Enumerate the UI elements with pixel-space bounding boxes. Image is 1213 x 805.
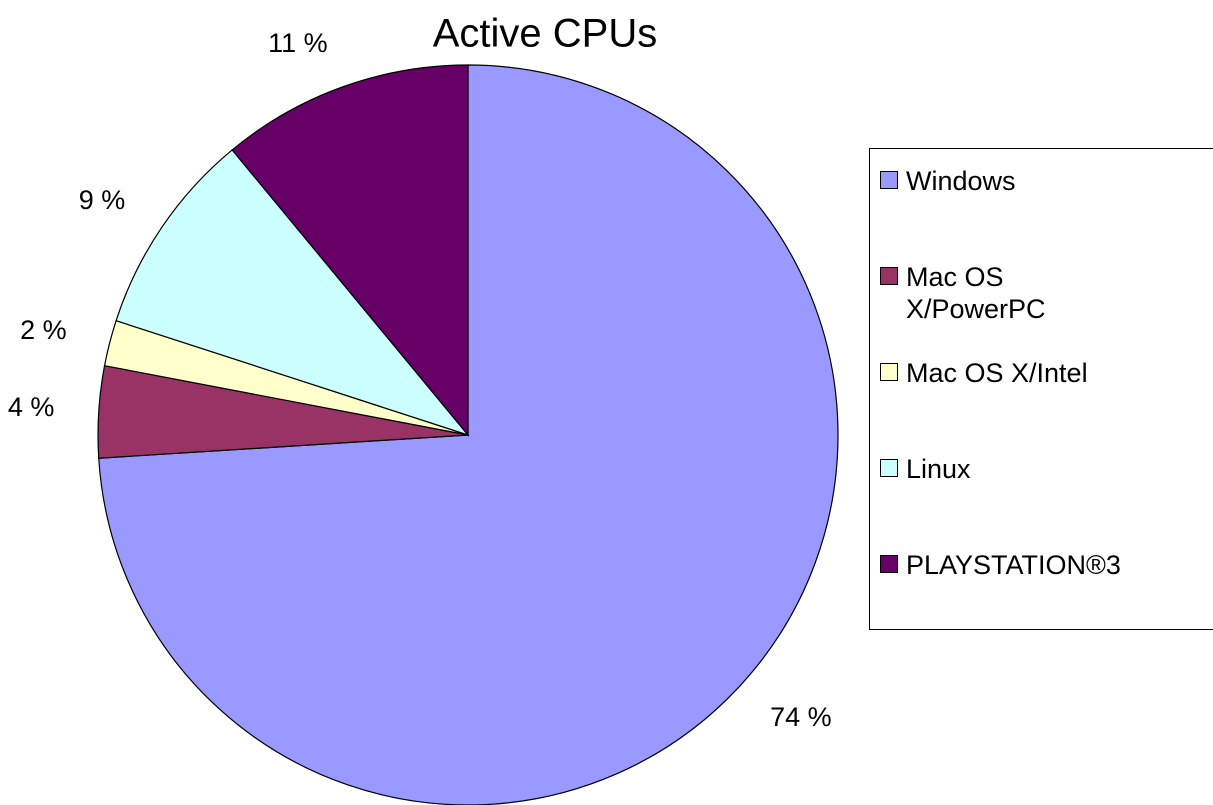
data-label: 9 % <box>79 185 126 215</box>
pie-slice <box>115 149 470 437</box>
data-label: 4 % <box>8 392 55 422</box>
legend-swatch <box>880 459 898 477</box>
legend-item: PLAYSTATION®3 <box>880 549 1121 581</box>
legend-item: Windows <box>880 165 1121 197</box>
legend: Windows Mac OS X/PowerPC Mac OS X/Intel Lin… <box>869 148 1213 630</box>
legend-item: Mac OS X/Intel <box>880 357 1121 389</box>
legend-swatch <box>880 363 898 381</box>
data-label: 74 % <box>770 702 832 732</box>
data-label: 2 % <box>20 315 67 345</box>
data-label: 11 % <box>268 28 328 58</box>
chart-title: Active CPUs <box>433 12 658 56</box>
legend-label: PLAYSTATION®3 <box>906 550 1121 580</box>
pie-slice <box>231 64 469 437</box>
legend-label: Mac OS X/Intel <box>906 358 1088 388</box>
legend-label: Linux <box>906 454 971 484</box>
legend-label: Windows <box>906 166 1016 196</box>
legend-item: Mac OS X/PowerPC <box>880 261 1121 325</box>
legend-item: Linux <box>880 453 1121 485</box>
legend-swatch <box>880 555 898 573</box>
legend-swatch <box>880 267 898 285</box>
legend-label: Mac OS X/PowerPC <box>906 262 1046 324</box>
legend-swatch <box>880 171 898 189</box>
